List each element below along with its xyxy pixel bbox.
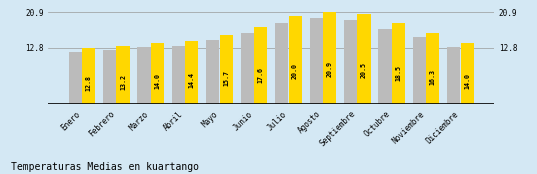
Bar bbox=[392, 23, 405, 104]
Bar bbox=[309, 18, 323, 104]
Text: 20.5: 20.5 bbox=[361, 62, 367, 78]
Bar bbox=[323, 12, 336, 104]
Bar bbox=[82, 48, 95, 104]
Bar bbox=[69, 52, 82, 104]
Text: 17.6: 17.6 bbox=[258, 67, 264, 83]
Bar bbox=[206, 41, 220, 104]
Bar bbox=[185, 41, 198, 104]
Text: 20.9: 20.9 bbox=[326, 61, 332, 77]
Bar bbox=[275, 23, 288, 104]
Text: 13.2: 13.2 bbox=[120, 74, 126, 90]
Bar bbox=[461, 43, 474, 104]
Text: 14.0: 14.0 bbox=[155, 73, 161, 89]
Bar bbox=[117, 46, 129, 104]
Bar bbox=[288, 16, 302, 104]
Text: 18.5: 18.5 bbox=[395, 65, 401, 81]
Text: 14.0: 14.0 bbox=[465, 73, 470, 89]
Text: 15.7: 15.7 bbox=[223, 70, 229, 86]
Text: Temperaturas Medias en kuartango: Temperaturas Medias en kuartango bbox=[11, 162, 199, 172]
Text: 20.0: 20.0 bbox=[292, 63, 298, 79]
Bar bbox=[151, 43, 164, 104]
Text: 12.8: 12.8 bbox=[85, 75, 91, 91]
Bar bbox=[344, 20, 357, 104]
Text: 14.4: 14.4 bbox=[189, 72, 195, 88]
Bar bbox=[413, 37, 426, 104]
Bar bbox=[426, 33, 439, 104]
Bar bbox=[447, 47, 460, 104]
Bar bbox=[254, 27, 267, 104]
Bar bbox=[103, 50, 116, 104]
Bar bbox=[379, 29, 391, 104]
Bar bbox=[220, 35, 233, 104]
Text: 16.3: 16.3 bbox=[430, 69, 436, 85]
Bar bbox=[172, 46, 185, 104]
Bar bbox=[137, 47, 150, 104]
Bar bbox=[241, 33, 254, 104]
Bar bbox=[358, 14, 371, 104]
